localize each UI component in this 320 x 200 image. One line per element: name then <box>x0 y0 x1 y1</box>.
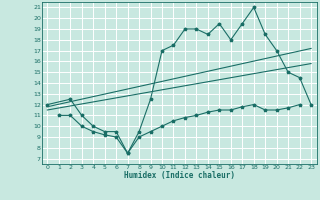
X-axis label: Humidex (Indice chaleur): Humidex (Indice chaleur) <box>124 171 235 180</box>
